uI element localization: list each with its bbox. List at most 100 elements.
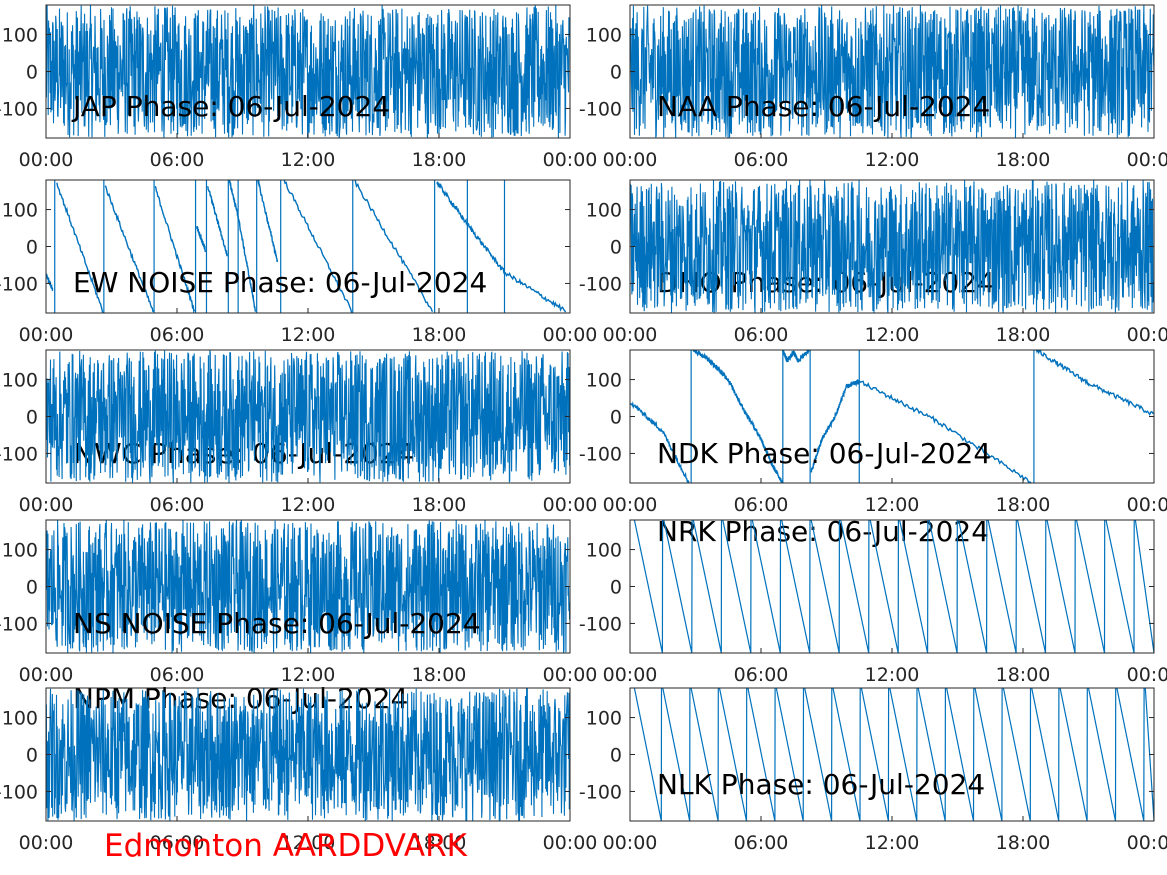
phase-panel: -100 0 100 00:00 06:00 12:00 18:00 00:00 NDK Pha… xyxy=(579,437,1167,686)
series-line xyxy=(46,180,567,313)
axes-box xyxy=(629,687,1155,822)
y-tick-label: 0 xyxy=(26,745,38,767)
x-tick-label: 06:00 xyxy=(734,324,789,346)
series-segment xyxy=(154,185,196,313)
y-tick-label: -100 xyxy=(579,613,622,635)
series-path xyxy=(46,350,570,483)
x-tick-label: 12:00 xyxy=(281,832,336,854)
series-segment xyxy=(353,180,434,312)
y-tick-label: 100 xyxy=(2,370,38,392)
series-segment xyxy=(237,216,257,312)
x-tick-label: 00:00 xyxy=(1127,832,1167,854)
x-tick-label: 06:00 xyxy=(150,324,205,346)
x-tick-label: 00:00 xyxy=(543,324,598,346)
series-line xyxy=(46,350,570,483)
y-tick-label: 100 xyxy=(2,708,38,730)
y-tick-label: 0 xyxy=(610,62,622,84)
y-tick-label: 0 xyxy=(26,407,38,429)
series-line xyxy=(46,688,570,821)
y-tick-label: -100 xyxy=(0,781,38,803)
y-tick-label: 0 xyxy=(26,577,38,599)
phase-panel: -100 0 100 00:00 06:00 12:00 18:00 00:00 JAP Pha… xyxy=(0,4,598,171)
panel-title: NS NOISE Phase: 06-Jul-2024 xyxy=(73,607,481,640)
panel-title: JAP Phase: 06-Jul-2024 xyxy=(71,90,390,123)
series-line xyxy=(630,180,1154,313)
series-segment xyxy=(206,186,228,257)
y-tick-label: -100 xyxy=(579,443,622,465)
y-tick-label: 0 xyxy=(610,237,622,259)
y-tick-label: 100 xyxy=(586,25,622,47)
x-tick-label: 18:00 xyxy=(996,664,1051,686)
series-segment xyxy=(692,350,784,483)
y-tick-label: 0 xyxy=(610,745,622,767)
panel-title: NLK Phase: 06-Jul-2024 xyxy=(657,768,985,801)
series-path xyxy=(46,688,570,821)
series-segment xyxy=(46,273,54,291)
phase-panel: -100 0 100 00:00 06:00 12:00 18:00 00:00 NS NOIS… xyxy=(0,607,597,854)
x-tick-label: 12:00 xyxy=(281,324,336,346)
series-segment xyxy=(630,401,690,483)
x-tick-label: 00:00 xyxy=(1127,494,1167,516)
series-line xyxy=(633,688,1154,821)
y-tick-label: 100 xyxy=(2,25,38,47)
x-tick-label: 12:00 xyxy=(865,149,920,171)
x-tick-label: 06:00 xyxy=(734,664,789,686)
series-path xyxy=(633,688,1154,821)
series-line xyxy=(630,5,1154,138)
x-tick-label: 18:00 xyxy=(412,494,467,516)
y-tick-label: -100 xyxy=(579,98,622,120)
y-tick-label: 100 xyxy=(586,540,622,562)
series-segment xyxy=(56,182,104,313)
x-tick-label: 06:00 xyxy=(150,832,205,854)
x-tick-label: 00:00 xyxy=(603,149,658,171)
x-tick-label: 00:00 xyxy=(19,664,74,686)
y-tick-label: 100 xyxy=(586,370,622,392)
series-segment xyxy=(104,185,154,313)
series-path xyxy=(630,5,1154,138)
series-segment xyxy=(810,378,860,473)
x-tick-label: 00:00 xyxy=(1127,149,1167,171)
series-segment xyxy=(1035,350,1154,417)
y-tick-label: -100 xyxy=(579,781,622,803)
series-line xyxy=(633,520,1154,653)
y-tick-label: 100 xyxy=(586,200,622,222)
x-tick-label: 18:00 xyxy=(996,149,1051,171)
x-tick-label: 00:00 xyxy=(19,324,74,346)
y-tick-label: 100 xyxy=(2,540,38,562)
y-tick-label: -100 xyxy=(0,273,38,295)
series-segment xyxy=(466,222,505,274)
x-tick-label: 18:00 xyxy=(412,664,467,686)
y-tick-label: 100 xyxy=(586,708,622,730)
y-tick-label: -100 xyxy=(0,613,38,635)
panel-title: NDK Phase: 06-Jul-2024 xyxy=(657,437,991,470)
y-tick-label: 0 xyxy=(610,577,622,599)
panel-title: EW NOISE Phase: 06-Jul-2024 xyxy=(73,266,487,299)
y-tick-label: -100 xyxy=(579,273,622,295)
x-tick-label: 00:00 xyxy=(603,324,658,346)
x-tick-label: 00:00 xyxy=(19,149,74,171)
x-tick-label: 18:00 xyxy=(996,324,1051,346)
y-tick-label: 0 xyxy=(26,62,38,84)
y-tick-label: -100 xyxy=(0,98,38,120)
x-tick-label: 06:00 xyxy=(150,664,205,686)
x-tick-label: 18:00 xyxy=(996,832,1051,854)
series-path xyxy=(633,520,1154,653)
x-tick-label: 00:00 xyxy=(603,664,658,686)
x-tick-label: 12:00 xyxy=(865,494,920,516)
x-tick-label: 00:00 xyxy=(603,832,658,854)
x-tick-label: 06:00 xyxy=(734,832,789,854)
series-segment xyxy=(782,350,810,363)
x-tick-label: 12:00 xyxy=(865,664,920,686)
x-tick-label: 18:00 xyxy=(996,494,1051,516)
x-tick-label: 12:00 xyxy=(281,664,336,686)
series-segment xyxy=(257,180,279,263)
y-tick-label: 0 xyxy=(610,407,622,429)
x-tick-label: 00:00 xyxy=(543,149,598,171)
x-tick-label: 00:00 xyxy=(543,494,598,516)
x-tick-label: 18:00 xyxy=(412,832,467,854)
phase-panel: -100 0 100 00:00 06:00 12:00 18:00 00:00 NLK Pha… xyxy=(579,687,1167,854)
series-segment xyxy=(283,180,353,313)
x-tick-label: 00:00 xyxy=(1127,324,1167,346)
